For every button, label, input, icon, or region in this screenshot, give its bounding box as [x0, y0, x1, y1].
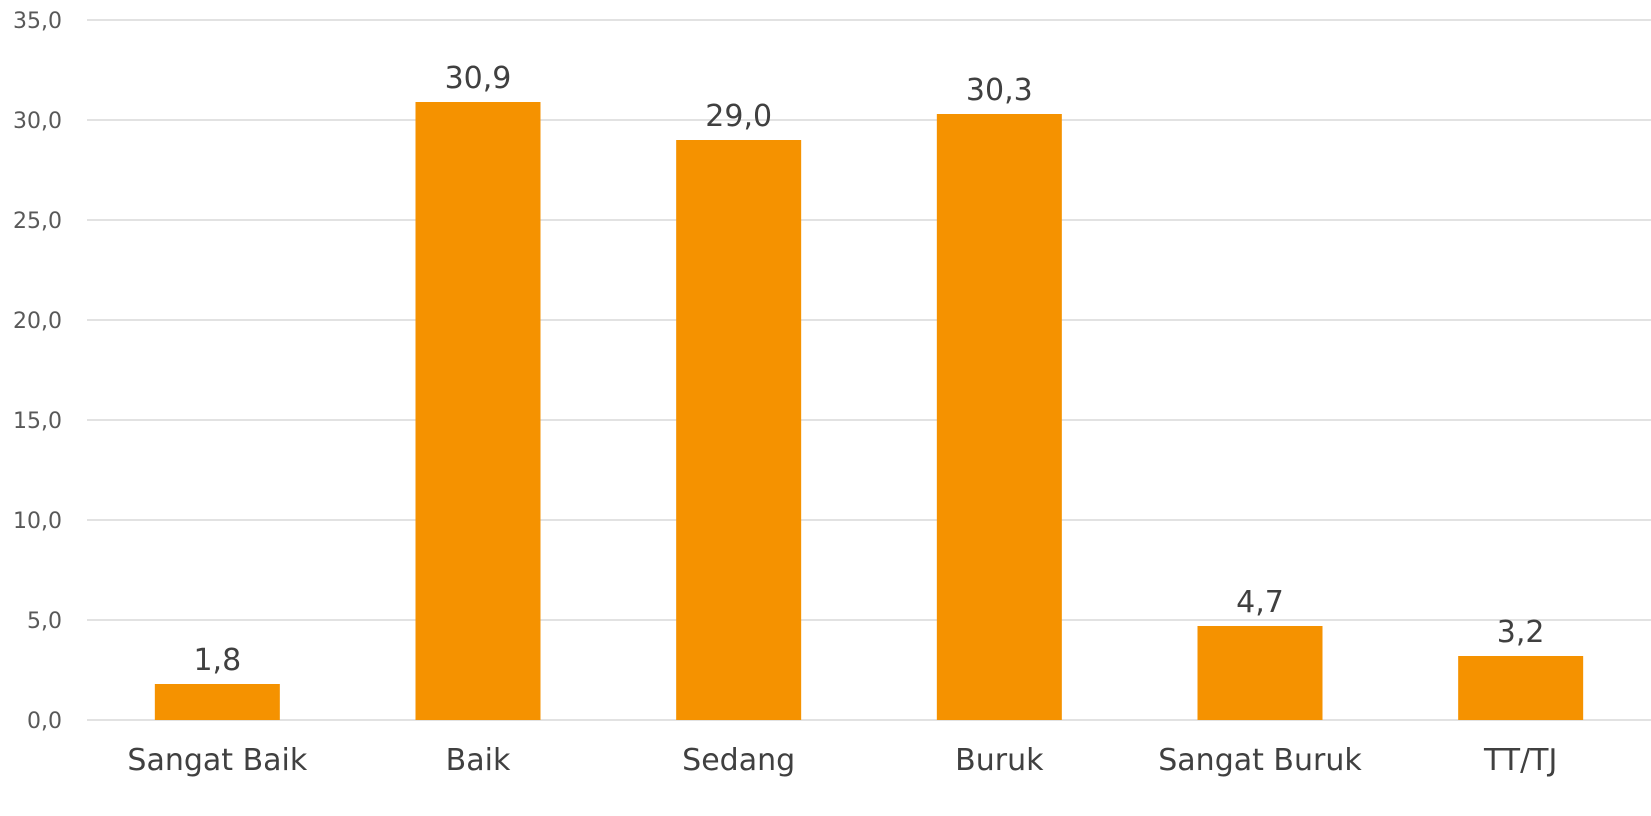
x-axis-ticks: Sangat Baik Baik Sedang Buruk Sangat Buruk TT…: [127, 743, 1557, 778]
bar: [1458, 656, 1584, 720]
bar: [676, 140, 802, 720]
y-tick-label: 0,0: [27, 709, 62, 734]
data-label: 30,9: [445, 61, 512, 96]
data-label: 4,7: [1236, 585, 1284, 620]
y-tick-label: 30,0: [13, 109, 62, 134]
y-tick-label: 35,0: [13, 9, 62, 34]
x-tick-label: Sangat Baik: [127, 743, 307, 778]
bar: [154, 684, 280, 720]
y-tick-label: 10,0: [13, 509, 62, 534]
bars: [154, 102, 1584, 720]
x-tick-label: TT/TJ: [1483, 743, 1557, 778]
y-tick-label: 20,0: [13, 309, 62, 334]
y-axis-ticks: 0,0 5,0 10,0 15,0 20,0 25,0 30,0 35,0: [13, 9, 62, 734]
gridlines: [87, 19, 1651, 721]
bar: [936, 114, 1062, 720]
y-tick-label: 25,0: [13, 209, 62, 234]
y-tick-label: 5,0: [27, 609, 62, 634]
data-label: 29,0: [705, 99, 772, 134]
data-labels: 1,8 30,9 29,0 30,3 4,7 3,2: [193, 61, 1544, 678]
bar: [1197, 626, 1323, 720]
data-label: 30,3: [966, 73, 1033, 108]
x-tick-label: Buruk: [955, 743, 1044, 778]
data-label: 3,2: [1497, 615, 1545, 650]
x-tick-label: Baik: [446, 743, 511, 778]
x-tick-label: Sangat Buruk: [1158, 743, 1362, 778]
y-tick-label: 15,0: [13, 409, 62, 434]
x-tick-label: Sedang: [682, 743, 795, 778]
bar: [415, 102, 541, 720]
data-label: 1,8: [193, 643, 241, 678]
